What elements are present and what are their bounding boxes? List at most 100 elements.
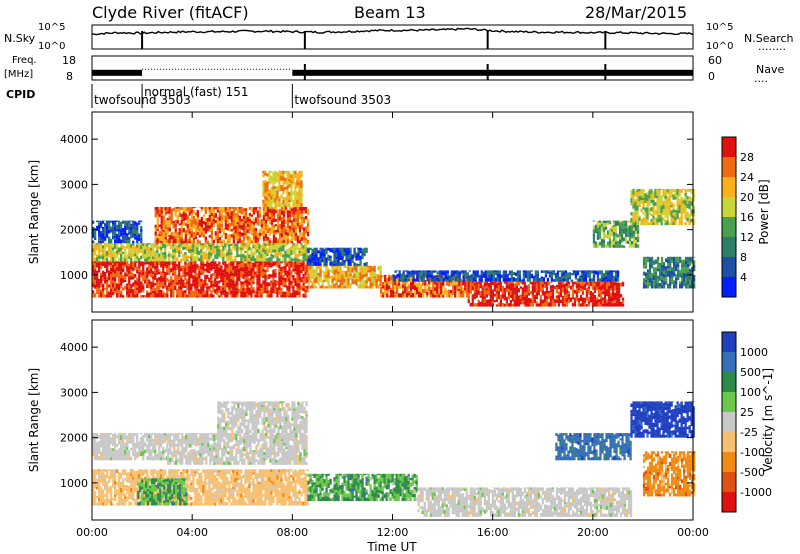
heatmap-cell [565,282,569,287]
heatmap-cell [636,239,640,243]
heatmap-cell [178,207,181,210]
heatmap-cell [566,272,570,276]
heatmap-cell [600,223,604,227]
heatmap-cell [605,285,609,290]
heatmap-cell [204,268,207,272]
heatmap-cell [462,275,465,280]
heatmap-cell [601,300,605,304]
heatmap-cell [150,244,153,249]
heatmap-cell [202,214,205,217]
heatmap-cell [106,282,109,286]
heatmap-cell [684,209,687,214]
heatmap-cell [124,249,127,252]
heatmap-cell [234,215,237,220]
heatmap-cell [170,215,173,220]
heatmap-cell [286,217,290,222]
heatmap-cell [158,207,161,210]
heatmap-cell [300,237,304,241]
heatmap-cell [140,288,143,293]
heatmap-cell [222,243,225,246]
heatmap-cell [444,270,447,272]
heatmap-cell [341,281,344,285]
heatmap-cell [136,266,139,270]
heatmap-cell [686,214,689,218]
heatmap-cell [602,235,606,240]
heatmap-cell [152,253,155,257]
heatmap-cell [284,270,287,273]
heatmap-cell [108,272,111,277]
heatmap-cell [689,270,692,274]
heatmap-cell [604,244,608,248]
heatmap-cell [180,207,183,210]
heatmap-cell [282,280,285,284]
heatmap-cell [549,281,553,283]
heatmap-cell [458,288,461,291]
heatmap-cell [650,188,653,190]
heatmap-cell [692,205,695,210]
heatmap-cell [495,283,498,289]
heatmap-cell [114,251,117,255]
heatmap-cell [343,274,346,279]
heatmap-cell [254,294,257,298]
heatmap-cell [288,179,291,182]
heatmap-cell [304,274,307,277]
heatmap-cell [270,186,273,190]
heatmap-cell [684,193,687,197]
heatmap-cell [130,249,133,255]
heatmap-cell [182,238,185,241]
heatmap-cell [662,212,665,215]
heatmap-cell [596,270,600,272]
heatmap-cell [272,255,275,259]
heatmap-cell [114,257,117,262]
heatmap-cell [218,264,221,268]
heatmap-cell [436,271,439,275]
heatmap-cell [204,236,207,241]
heatmap-cell [540,278,543,282]
heatmap-cell [280,271,283,276]
heatmap-cell [597,299,601,303]
heatmap-cell [519,298,522,302]
heatmap-cell [252,252,255,256]
heatmap-cell [200,223,203,228]
heatmap-cell [226,279,229,283]
heatmap-cell [448,275,451,280]
heatmap-cell [144,243,147,245]
heatmap-cell [172,252,175,256]
heatmap-cell [262,220,266,226]
heatmap-cell [483,302,486,307]
heatmap-cell [184,213,187,218]
heatmap-cell [242,267,245,272]
heatmap-cell [172,282,175,286]
heatmap-cell [416,287,419,290]
heatmap-cell [246,240,250,244]
heatmap-cell [636,244,640,248]
heatmap-cell [545,283,549,287]
heatmap-cell [611,297,615,302]
heatmap-cell [282,207,286,211]
heatmap-cell [304,252,307,258]
heatmap-cell [284,239,288,244]
heatmap-cell [148,247,151,250]
heatmap-cell [642,188,645,190]
heatmap-cell [248,215,252,219]
heatmap-cell [100,272,103,276]
heatmap-cell [178,288,181,292]
heatmap-cell [136,258,139,262]
heatmap-cell [246,243,249,247]
heatmap-cell [492,274,495,279]
heatmap-cell [644,265,648,269]
heatmap-cell [515,289,518,293]
heatmap-cell [210,261,213,264]
heatmap-cell [136,240,139,244]
heatmap-cell [313,257,316,262]
heatmap-cell [493,300,496,303]
heatmap-cell [124,261,127,265]
heatmap-cell [541,287,544,291]
heatmap-cell [142,243,145,246]
heatmap-cell [250,271,253,276]
heatmap-cell [220,234,223,238]
heatmap-cell [355,268,358,272]
heatmap-cell [198,293,201,298]
heatmap-cell [244,294,247,298]
heatmap-cell [398,285,401,289]
